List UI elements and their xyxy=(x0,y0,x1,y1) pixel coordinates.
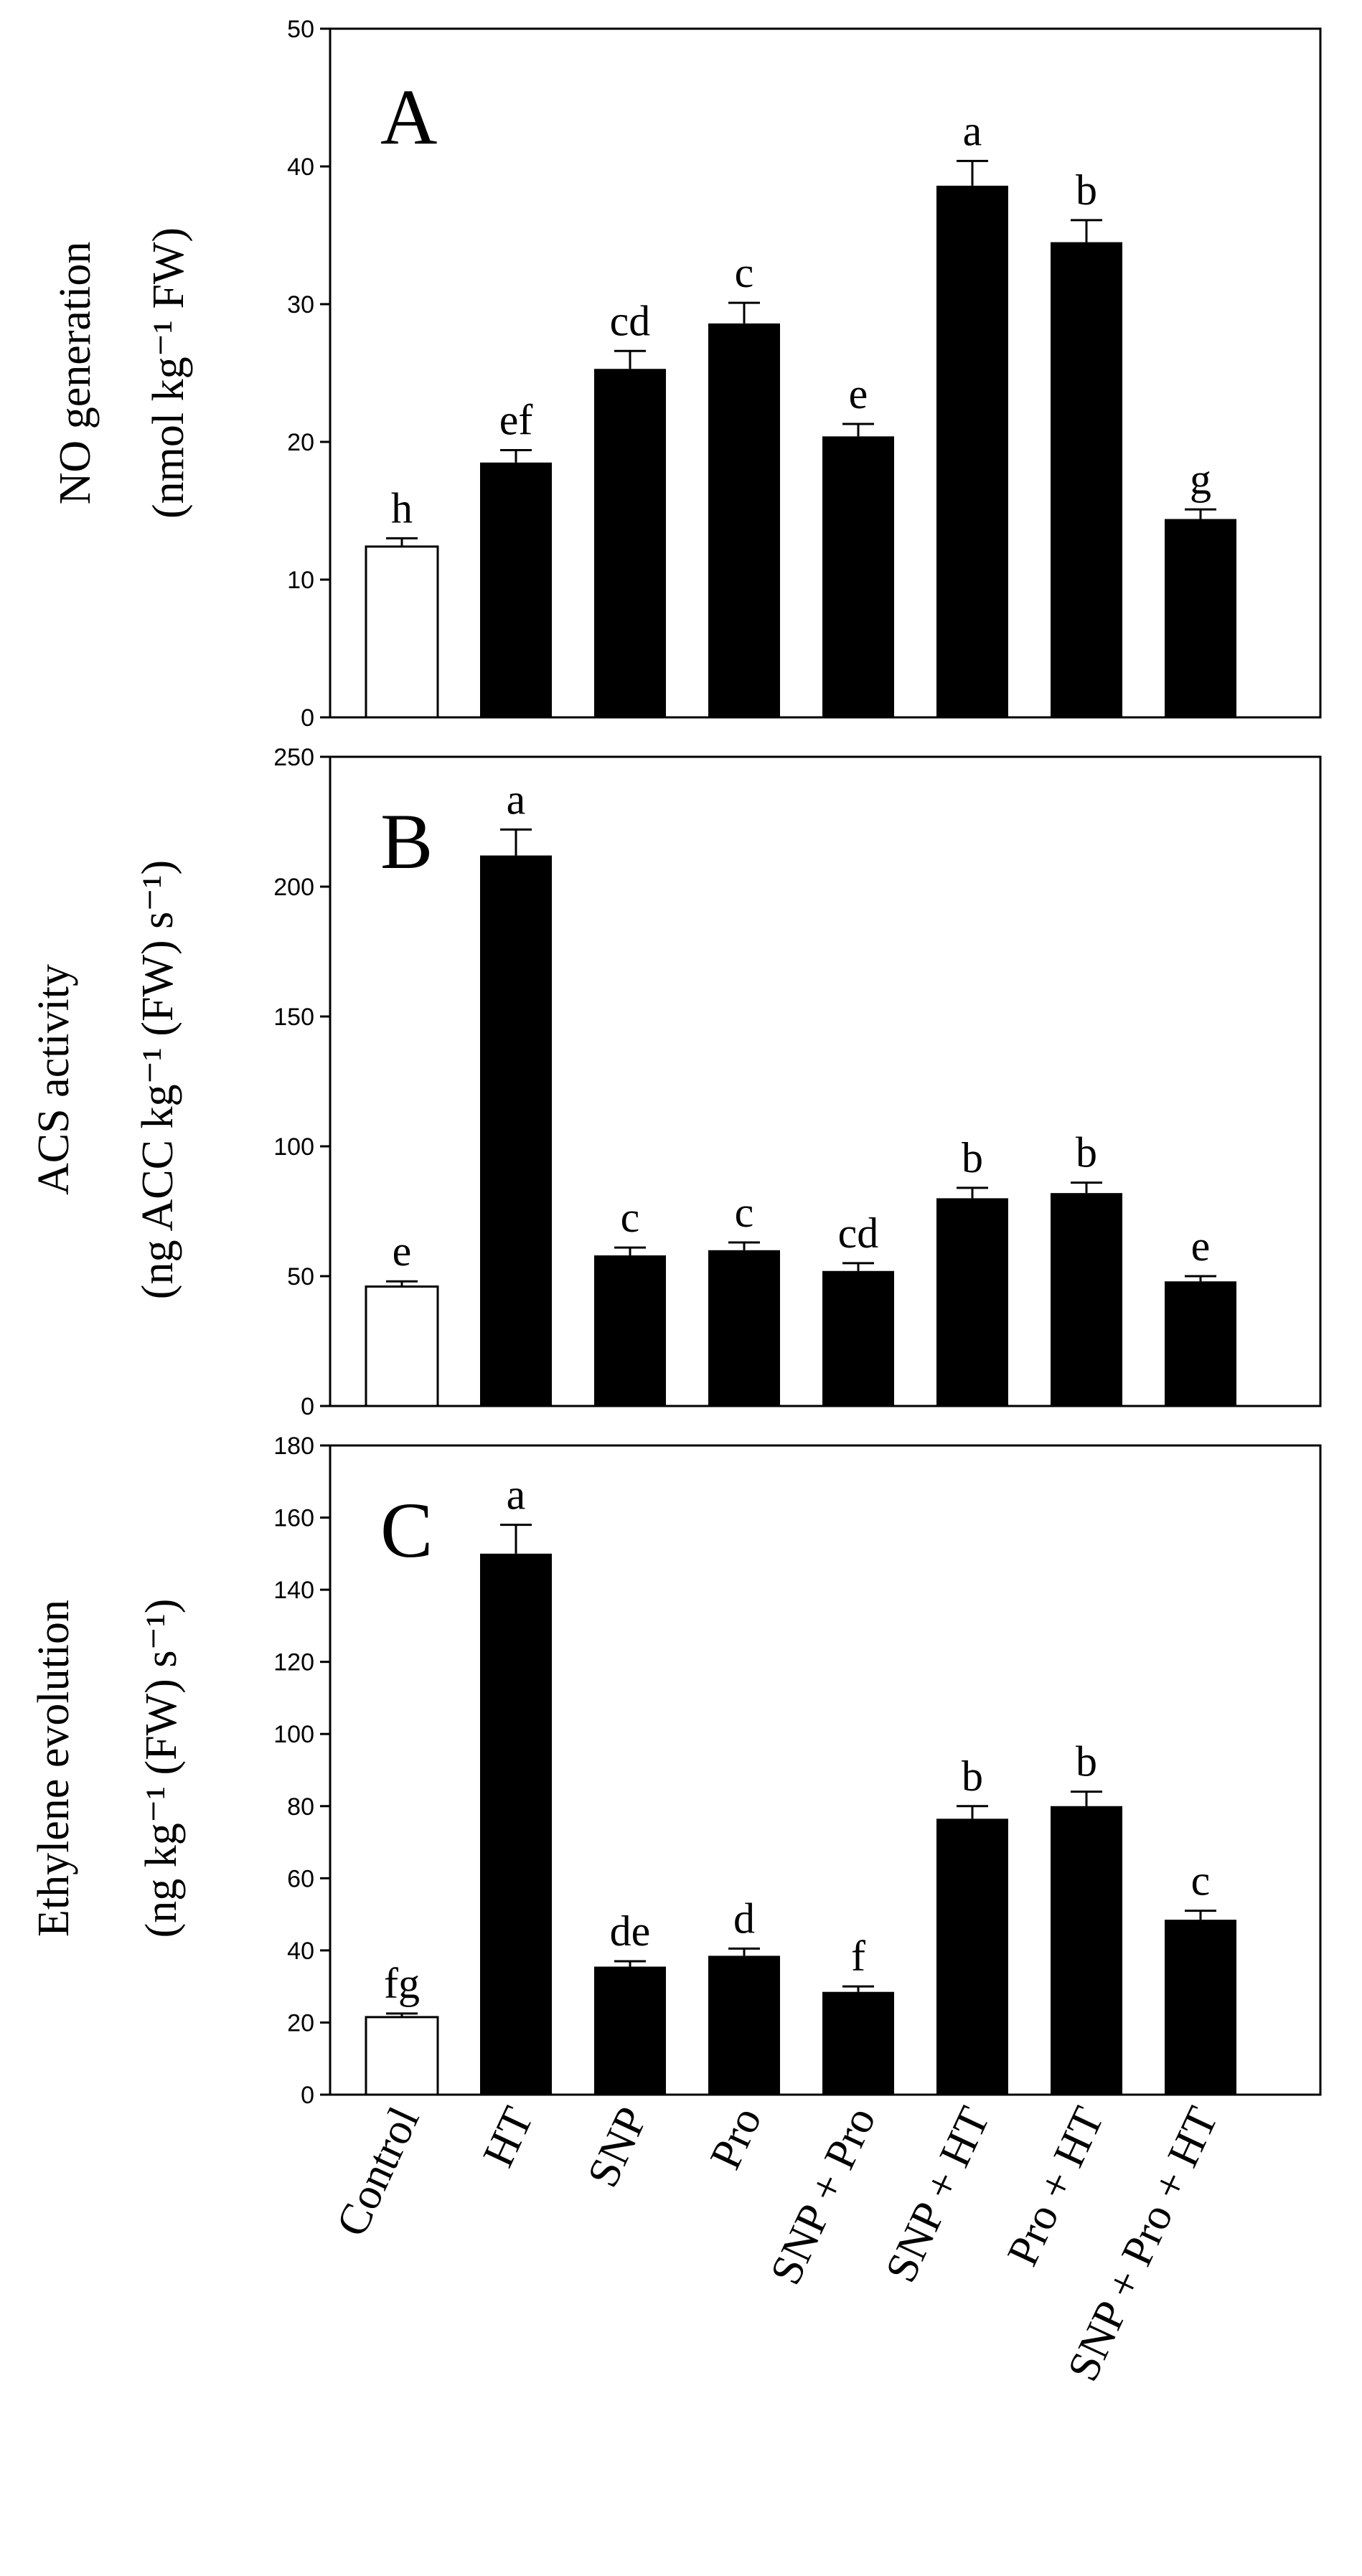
panel-a-yticks: 0 10 20 30 40 50 xyxy=(287,16,330,732)
panel-a-ytick-label-2: 20 xyxy=(287,429,314,456)
panel-c-ytick-label-0: 0 xyxy=(301,2082,314,2109)
panel-b-bar-7 xyxy=(1165,1281,1236,1406)
panel-c-bar-5 xyxy=(936,1818,1008,2095)
panel-b-ytick-label-1: 50 xyxy=(287,1263,314,1291)
panel-a-ytick-label-5: 50 xyxy=(287,16,314,43)
x-category-label-2: SNP xyxy=(578,2100,657,2194)
x-category-label-1: HT xyxy=(474,2100,543,2174)
panel-c-sig-label-0: fg xyxy=(384,1960,420,2007)
panel-c-sig-label-1: a xyxy=(507,1471,526,1519)
panel-c-bar-6 xyxy=(1051,1806,1122,2095)
panel-c-yunit: (ng kg⁻¹ (FW) s⁻¹) xyxy=(137,1599,186,1938)
panel-c-ytick-label-6: 120 xyxy=(273,1649,314,1676)
panel-c-bar-3 xyxy=(708,1955,780,2095)
panel-b: B ACS activity (ng ACC kg⁻¹ (FW) s⁻¹) 0 5… xyxy=(29,744,1322,1420)
panel-c-ytick-label-3: 60 xyxy=(287,1865,314,1892)
panel-c-ytick-label-9: 180 xyxy=(273,1433,314,1460)
panel-a-sig-label-7: g xyxy=(1190,456,1211,503)
panel-b-bar-3 xyxy=(708,1250,780,1406)
panel-c-bars: fg a de d f b b c xyxy=(365,1471,1236,2096)
panel-b-ytick-label-2: 100 xyxy=(273,1133,314,1161)
panel-a-yunit: (nmol kg⁻¹ FW) xyxy=(144,227,193,519)
panel-b-letter: B xyxy=(380,798,433,885)
panel-c-sig-label-2: de xyxy=(610,1907,651,1955)
panel-b-ytick-label-3: 150 xyxy=(273,1004,314,1031)
panel-c-sig-label-7: c xyxy=(1191,1857,1211,1905)
panel-a-ytick-label-3: 30 xyxy=(287,291,314,319)
panel-a-bar-0 xyxy=(365,545,439,719)
panel-c-ylabel: Ethylene evolution xyxy=(29,1600,78,1937)
panel-a-bar-7 xyxy=(1165,519,1236,717)
panel-a-sig-label-6: b xyxy=(1076,166,1097,214)
panel-c-yticks: 0 20 40 60 80 100 120 140 160 180 xyxy=(273,1433,330,2109)
panel-a-sig-label-1: ef xyxy=(499,397,533,444)
panel-a-ytick-label-0: 0 xyxy=(301,704,314,732)
panel-b-bar-2 xyxy=(594,1255,666,1406)
x-category-label-0: Control xyxy=(327,2100,429,2243)
panel-a-bars: h ef cd c e a b g xyxy=(365,107,1236,719)
panel-b-bar-1 xyxy=(480,855,552,1406)
panel-a-sig-label-4: e xyxy=(849,370,868,417)
panel-b-sig-label-0: e xyxy=(393,1227,412,1275)
panel-b-bar-6 xyxy=(1051,1193,1122,1406)
panel-b-ylabel: ACS activity xyxy=(29,964,78,1195)
panel-b-yunit: (ng ACC kg⁻¹ (FW) s⁻¹) xyxy=(133,860,182,1299)
x-category-label-6: Pro + HT xyxy=(998,2100,1114,2273)
panel-c-sig-label-5: b xyxy=(962,1752,983,1800)
panel-b-sig-label-2: c xyxy=(621,1194,640,1241)
panel-b-bars: e a c c cd b b e xyxy=(365,775,1236,1407)
panel-a-bar-6 xyxy=(1051,242,1122,718)
panel-b-yticks: 0 50 100 150 200 250 xyxy=(273,744,330,1420)
panel-c-ytick-label-8: 160 xyxy=(273,1505,314,1532)
panel-c-bar-4 xyxy=(822,1991,894,2095)
panel-a-sig-label-5: a xyxy=(963,107,982,154)
panel-c-bar-2 xyxy=(594,1966,666,2095)
panel-b-bar-5 xyxy=(936,1198,1008,1406)
panel-c-letter: C xyxy=(380,1486,433,1574)
panel-c-sig-label-4: f xyxy=(851,1933,865,1980)
panel-b-bar-4 xyxy=(822,1270,894,1406)
panel-a-bar-3 xyxy=(708,323,780,717)
panel-a-bar-1 xyxy=(480,462,552,717)
panel-c-sig-label-3: d xyxy=(733,1895,755,1942)
panel-c-ytick-label-2: 40 xyxy=(287,1938,314,1965)
panel-c-ytick-label-4: 80 xyxy=(287,1793,314,1821)
panel-a-bar-5 xyxy=(936,185,1008,717)
panel-b-sig-label-4: cd xyxy=(838,1209,879,1257)
panel-c-ytick-label-5: 100 xyxy=(273,1721,314,1748)
panel-c: C Ethylene evolution (ng kg⁻¹ (FW) s⁻¹) … xyxy=(29,1433,1322,2109)
panel-b-sig-label-3: c xyxy=(735,1189,754,1236)
panel-c-bar-1 xyxy=(480,1553,552,2095)
panel-a-bar-4 xyxy=(822,436,894,717)
panel-c-bar-7 xyxy=(1165,1920,1236,2095)
panel-c-sig-label-6: b xyxy=(1076,1738,1097,1785)
panel-a-sig-label-2: cd xyxy=(610,297,651,344)
x-category-label-3: Pro xyxy=(701,2100,771,2176)
panel-a-ytick-label-4: 40 xyxy=(287,154,314,181)
panel-c-bar-0 xyxy=(365,2016,439,2096)
panel-a-bar-2 xyxy=(594,369,666,717)
panel-b-ytick-label-0: 0 xyxy=(301,1393,314,1420)
x-category-label-4: SNP + Pro xyxy=(761,2100,886,2292)
panel-b-sig-label-1: a xyxy=(507,775,526,823)
x-category-label-5: SNP + HT xyxy=(876,2100,1000,2289)
panel-a-letter: A xyxy=(380,73,437,161)
panel-b-sig-label-7: e xyxy=(1191,1222,1211,1270)
panel-a-sig-label-0: h xyxy=(391,484,413,532)
panel-c-ytick-label-7: 140 xyxy=(273,1577,314,1604)
panel-b-sig-label-6: b xyxy=(1076,1129,1097,1176)
panel-b-sig-label-5: b xyxy=(962,1134,983,1181)
panel-a-ytick-label-1: 10 xyxy=(287,567,314,594)
panel-c-ytick-label-1: 20 xyxy=(287,2009,314,2037)
panel-a-ylabel: NO generation xyxy=(51,242,100,505)
panel-b-ytick-label-5: 250 xyxy=(273,744,314,771)
panel-b-bar-0 xyxy=(365,1285,439,1407)
panel-b-ytick-label-4: 200 xyxy=(273,874,314,901)
panel-a: A NO generation (nmol kg⁻¹ FW) 0 10 20 30 40… xyxy=(51,16,1322,732)
panel-a-sig-label-3: c xyxy=(735,249,754,296)
